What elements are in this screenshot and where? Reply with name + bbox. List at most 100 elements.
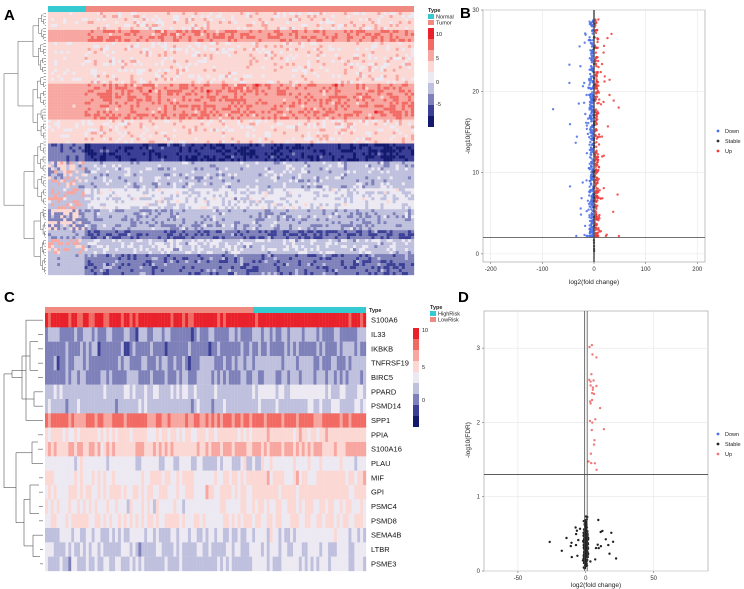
heat-cell-a: [285, 41, 290, 46]
heat-cell-a: [63, 53, 67, 57]
heat-cell-a: [234, 38, 238, 43]
heat-cell-a: [267, 44, 271, 49]
heat-cell-a: [81, 95, 85, 99]
heat-cell-a: [203, 56, 207, 60]
heat-cell-a: [356, 12, 360, 16]
heat-cell-a: [194, 86, 198, 90]
heat-cell-a: [371, 107, 375, 111]
heat-cell-a: [170, 44, 174, 49]
heat-cell-a: [200, 80, 204, 84]
heat-cell-a: [273, 92, 277, 96]
heat-cell-a: [90, 101, 94, 105]
heat-cell-a: [270, 116, 274, 120]
heat-cell-a: [319, 125, 323, 129]
heat-cell-a: [51, 107, 55, 111]
heat-cell-a: [176, 50, 180, 54]
heat-cell-a: [154, 128, 158, 132]
heat-cell-a: [362, 14, 366, 19]
heat-cell-a: [142, 44, 146, 49]
heat-cell-a: [163, 17, 168, 22]
heat-cell-a: [215, 68, 219, 72]
heat-cell-a: [356, 101, 360, 105]
heat-cell-a: [60, 98, 64, 102]
heat-cell-a: [75, 116, 79, 120]
heat-cell-a: [340, 80, 344, 84]
heat-cell-a: [163, 65, 168, 69]
heat-cell-a: [51, 128, 55, 132]
heat-cell-a: [307, 68, 311, 72]
heat-cell-a: [63, 38, 67, 43]
heat-cell-a: [340, 29, 344, 34]
heat-cell-a: [212, 116, 216, 120]
heat-cell-a: [200, 14, 204, 19]
heat-cell-a: [264, 50, 268, 54]
heat-cell-a: [255, 62, 259, 66]
heat-cell-a: [353, 26, 357, 31]
heat-cell-a: [246, 95, 250, 99]
heat-cell-a: [231, 44, 235, 49]
heat-cell-a: [316, 29, 320, 34]
heat-cell-a: [81, 20, 85, 25]
heat-cell-a: [292, 77, 296, 81]
heat-cell-a: [148, 122, 152, 126]
heat-cell-a: [398, 53, 402, 57]
heat-cell-a: [276, 77, 280, 81]
heat-cell-a: [401, 62, 405, 66]
heat-cell-a: [93, 110, 97, 114]
heat-cell-a: [224, 89, 229, 93]
heat-cell-a: [136, 29, 140, 34]
heat-cell-a: [179, 47, 183, 51]
heat-cell-a: [353, 83, 357, 87]
heat-cell-a: [182, 44, 186, 49]
heat-cell-a: [319, 122, 323, 126]
heat-cell-a: [295, 68, 299, 72]
heat-cell-a: [170, 89, 174, 93]
heat-cell-a: [81, 77, 85, 81]
heat-cell-a: [166, 83, 171, 87]
heat-cell-a: [142, 50, 146, 54]
heat-cell-a: [331, 92, 335, 96]
heat-cell-a: [105, 101, 110, 105]
heat-cell-a: [185, 128, 189, 132]
heat-cell-a: [118, 29, 122, 34]
heat-cell-a: [273, 47, 277, 51]
heat-cell-a: [310, 116, 314, 120]
heat-cell-a: [310, 20, 314, 25]
heat-cell-a: [353, 125, 357, 129]
heat-cell-a: [188, 53, 192, 57]
heat-cell-a: [279, 38, 283, 43]
heat-cell-a: [377, 12, 381, 16]
heat-cell-a: [292, 41, 296, 46]
dendrogram-a: [3, 13, 46, 274]
heat-cell-a: [75, 59, 79, 63]
heat-cell-a: [218, 14, 222, 19]
heat-cell-a: [109, 35, 113, 40]
heat-cell-a: [166, 116, 171, 120]
heat-cell-a: [319, 116, 323, 120]
heat-cell-a: [127, 77, 131, 81]
heat-cell-a: [84, 92, 88, 96]
heat-cell-a: [112, 125, 116, 129]
heat-cell-a: [331, 86, 335, 90]
heat-cell-a: [234, 59, 238, 63]
heat-cell-a: [191, 53, 195, 57]
heat-cell-a: [96, 83, 100, 87]
heat-cell-a: [404, 47, 409, 51]
heat-cell-a: [298, 44, 302, 49]
heat-cell-a: [209, 98, 213, 102]
heat-cell-a: [231, 107, 235, 111]
heat-cell-a: [163, 14, 168, 19]
heat-cell-a: [371, 80, 375, 84]
heat-cell-a: [261, 110, 265, 114]
heat-cell-a: [209, 53, 213, 57]
heat-cell-a: [130, 20, 134, 25]
heat-cell-a: [389, 71, 393, 75]
heat-cell-a: [359, 53, 363, 57]
heat-cell-a: [252, 38, 256, 43]
heat-cell-a: [69, 110, 73, 114]
heat-cell-a: [325, 68, 329, 72]
heat-cell-a: [191, 26, 195, 31]
heat-cell-a: [212, 104, 216, 108]
heat-cell-a: [72, 50, 76, 54]
heat-cell-a: [133, 65, 137, 69]
